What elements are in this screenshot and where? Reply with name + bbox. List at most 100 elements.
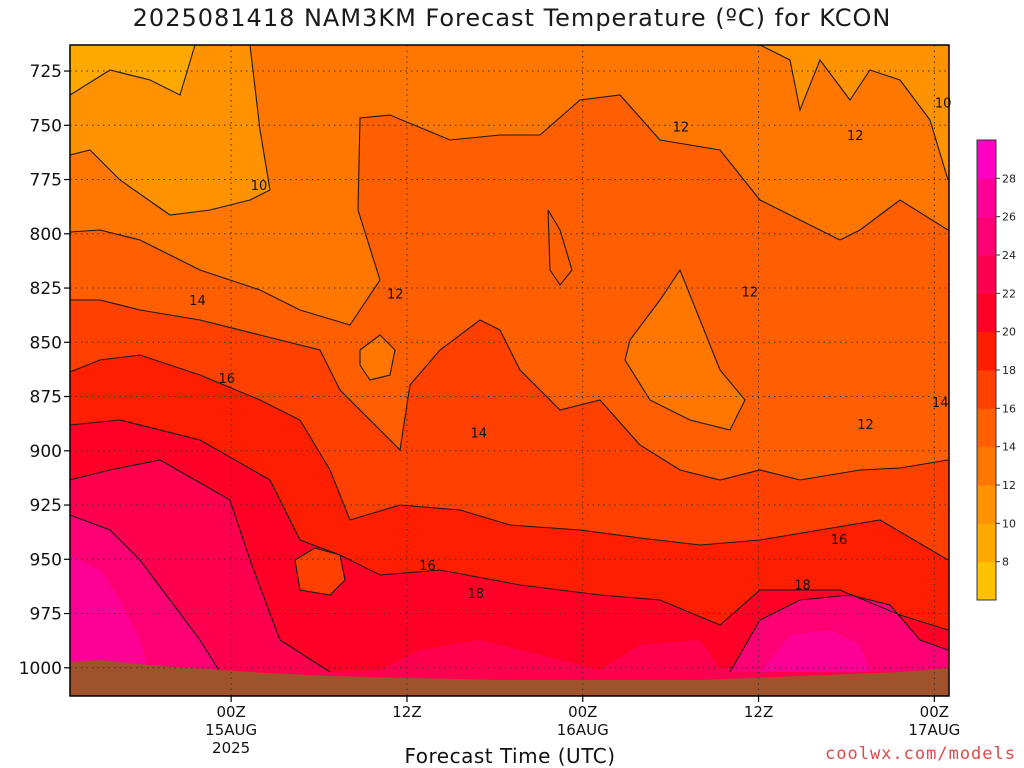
colorbar-segment-12 (977, 446, 996, 486)
band-12 (70, 45, 949, 325)
cool-island-12b (360, 335, 395, 380)
contour-label-9: 12 (857, 418, 874, 433)
contour-label-1: 12 (673, 120, 690, 135)
cool-island-12 (625, 270, 745, 430)
colorbar-label-16: 16 (1002, 402, 1016, 415)
contour-lines (70, 45, 949, 681)
y-tick-750: 750 (30, 116, 70, 136)
contour-line-8 (70, 514, 226, 681)
y-tick-975: 975 (30, 605, 70, 625)
y-tick-925: 925 (30, 496, 70, 516)
contour-label-12: 16 (419, 559, 436, 574)
colorbar-label-20: 20 (1002, 326, 1016, 339)
x-tick-18: 12Z (392, 696, 422, 721)
colorbar-label-24: 24 (1002, 249, 1016, 262)
y-tick-725: 725 (30, 62, 70, 82)
x-tick-label-42-0: 12Z (744, 703, 773, 721)
colorbar-segment-24 (977, 216, 996, 256)
y-tick-825: 825 (30, 279, 70, 299)
colorbar-segment-14 (977, 408, 996, 448)
contour-labels: 10 12 12 10 12 12 14 16 14 12 14 16 16 18 18 (189, 97, 951, 602)
y-tick-900: 900 (30, 442, 70, 462)
x-tick-label-54-0: 00Z (920, 703, 949, 721)
chart-title: 2025081418 NAM3KM Forecast Temperature (… (132, 4, 892, 32)
colorbar-segment-16 (977, 370, 996, 409)
colorbar-segment-28 (977, 140, 996, 179)
contour-line-10 (624, 268, 746, 431)
x-tick-label-54-1: 17AUG (908, 721, 960, 739)
temperature-bands (70, 45, 949, 680)
colorbar-label-14: 14 (1002, 441, 1016, 454)
y-tick-775: 775 (30, 171, 70, 191)
colorbar-segment-18 (977, 331, 996, 371)
y-tick-800: 800 (30, 225, 70, 245)
credit-link[interactable]: coolwx.com/models (825, 744, 1016, 764)
contour-label-5: 12 (741, 285, 758, 300)
colorbar-label-12: 12 (1002, 479, 1016, 492)
colorbar-label-18: 18 (1002, 364, 1016, 377)
y-tick-1000: 1000 (19, 659, 70, 679)
grid-lines (70, 45, 949, 696)
colorbar-label-10: 10 (1002, 517, 1016, 530)
warm-pocket-26 (70, 555, 150, 675)
y-tick-label-800: 800 (30, 225, 62, 245)
contour-line-4 (70, 299, 949, 481)
colorbar-label-8: 8 (1002, 556, 1009, 569)
colorbar-segment-22 (977, 255, 996, 294)
contour-label-0: 10 (251, 179, 268, 194)
y-axis: 725 750 775 800 825 850 875 900 925 950 975 1000 (19, 62, 70, 679)
contour-line-5 (70, 354, 949, 561)
contour-line-9 (729, 594, 949, 673)
contour-label-3: 10 (935, 97, 952, 112)
y-tick-label-975: 975 (30, 605, 62, 625)
contour-line-1 (70, 45, 271, 216)
colorbar: 8 10 12 14 16 18 20 22 24 26 28 (976, 139, 1016, 601)
y-tick-label-1000: 1000 (19, 659, 62, 679)
colorbar-label-26: 26 (1002, 211, 1016, 224)
ground-fill (70, 660, 949, 696)
x-tick-42: 12Z (744, 696, 773, 721)
contour-line-0 (70, 45, 196, 96)
colorbar-segment-10 (977, 485, 996, 524)
y-tick-label-775: 775 (30, 171, 62, 191)
x-axis-label: Forecast Time (UTC) (404, 744, 616, 768)
warm-pocket-22-mid (400, 648, 520, 672)
y-tick-850: 850 (30, 333, 70, 353)
colorbar-segment-6 (977, 561, 996, 601)
plot-frame (69, 44, 950, 697)
contour-line-11 (359, 334, 396, 381)
contour-line-13 (547, 209, 573, 286)
contour-label-13: 18 (468, 587, 485, 602)
y-tick-label-925: 925 (30, 496, 62, 516)
contour-label-11: 16 (831, 533, 848, 548)
x-tick-label-30-0: 00Z (568, 703, 597, 721)
y-tick-875: 875 (30, 388, 70, 408)
contour-line-2 (759, 45, 949, 181)
warm-pocket-22-mid2 (610, 648, 710, 672)
warm-pocket-26-east (760, 630, 870, 672)
y-tick-label-900: 900 (30, 442, 62, 462)
contour-line-3 (70, 94, 949, 326)
y-tick-label-875: 875 (30, 388, 62, 408)
x-tick-label-30-1: 16AUG (557, 721, 609, 739)
y-tick-950: 950 (30, 550, 70, 570)
colorbar-label-22: 22 (1002, 287, 1016, 300)
contour-label-8: 14 (470, 426, 487, 441)
band-8 (70, 45, 195, 95)
colorbar-label-28: 28 (1002, 172, 1016, 185)
contour-label-7: 16 (218, 372, 235, 387)
ground-terrain (70, 660, 949, 696)
y-tick-label-825: 825 (30, 279, 62, 299)
colorbar-segment-8 (977, 523, 996, 563)
contour-label-14: 18 (794, 578, 811, 593)
contour-label-2: 12 (847, 129, 864, 144)
x-tick-label-6-0: 00Z (216, 703, 245, 721)
contour-label-10: 14 (932, 396, 949, 411)
y-tick-label-750: 750 (30, 116, 62, 136)
x-tick-label-6-2: 2025 (212, 739, 250, 757)
x-tick-label-6-1: 15AUG (205, 721, 257, 739)
